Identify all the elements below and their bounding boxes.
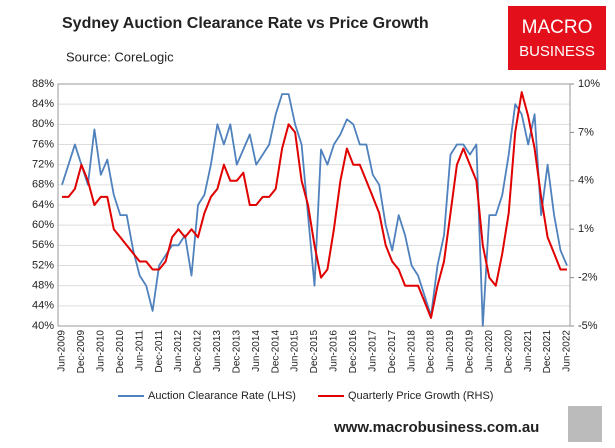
x-tick-label: Jun-2018 [406, 330, 417, 372]
x-tick-label: Dec-2010 [115, 330, 126, 374]
x-tick-label: Dec-2013 [231, 330, 242, 374]
y-tick-label: 60% [32, 219, 54, 231]
x-tick-label: Jun-2013 [212, 330, 223, 372]
footer: www.macrobusiness.com.au [333, 419, 539, 436]
x-tick-label: Jun-2015 [290, 330, 301, 372]
x-tick-label: Dec-2015 [309, 330, 320, 374]
chart-title: Sydney Auction Clearance Rate vs Price G… [62, 15, 429, 32]
y2-tick-label: -5% [578, 320, 598, 332]
x-tick-label: Jun-2014 [251, 330, 262, 372]
y-tick-label: 48% [32, 280, 54, 292]
series-line [61, 93, 568, 327]
x-tick-label: Dec-2011 [154, 330, 165, 373]
y-tick-label: 80% [32, 118, 54, 130]
y-tick-label: 44% [32, 300, 54, 312]
x-tick-label: Dec-2021 [542, 330, 553, 374]
legend-label: Auction Clearance Rate (LHS) [148, 390, 296, 402]
y2-tick-label: 1% [578, 223, 594, 235]
y2-tick-label: 4% [578, 175, 594, 187]
chart-subtitle: Source: CoreLogic [66, 49, 174, 64]
x-tick-label: Jun-2021 [523, 330, 534, 372]
y-tick-label: 68% [32, 179, 54, 191]
y-tick-label: 84% [32, 98, 54, 110]
x-tick-label: Jun-2009 [57, 330, 68, 372]
logo-text: BUSINESS [519, 43, 595, 60]
x-tick-label: Jun-2020 [484, 330, 495, 372]
plot-frame [57, 83, 571, 327]
x-tick-label: Jun-2022 [562, 330, 573, 372]
x-tick-label: Dec-2014 [270, 330, 281, 374]
y-tick-label: 88% [32, 78, 54, 90]
x-tick-label: Jun-2010 [95, 330, 106, 372]
y-tick-label: 40% [32, 320, 54, 332]
x-tick-label: Dec-2009 [76, 330, 87, 374]
series-line [62, 91, 567, 319]
x-tick-label: Dec-2019 [465, 330, 476, 374]
x-tick-label: Dec-2020 [503, 330, 514, 374]
x-tick-label: Dec-2017 [387, 330, 398, 374]
legend-label: Quarterly Price Growth (RHS) [348, 390, 493, 402]
y-tick-label: 76% [32, 138, 54, 150]
y2-tick-label: 10% [578, 78, 600, 90]
y-tick-label: 64% [32, 199, 54, 211]
x-tick-label: Dec-2018 [426, 330, 437, 374]
x-tick-label: Dec-2012 [193, 330, 204, 374]
logo-text: MACRO [522, 17, 593, 38]
x-tick-label: Jun-2019 [445, 330, 456, 372]
x-tick-label: Jun-2017 [367, 330, 378, 372]
x-tick-label: Jun-2011 [134, 330, 145, 371]
y2-tick-label: 7% [578, 126, 594, 138]
x-tick-label: Jun-2016 [329, 330, 340, 372]
x-tick-label: Jun-2012 [173, 330, 184, 372]
y-tick-label: 72% [32, 159, 54, 171]
y-tick-label: 52% [32, 259, 54, 271]
y2-tick-label: -2% [578, 272, 598, 284]
y-tick-label: 56% [32, 239, 54, 251]
wolf-icon [568, 406, 602, 442]
x-tick-label: Dec-2016 [348, 330, 359, 374]
logo-box [508, 6, 606, 70]
